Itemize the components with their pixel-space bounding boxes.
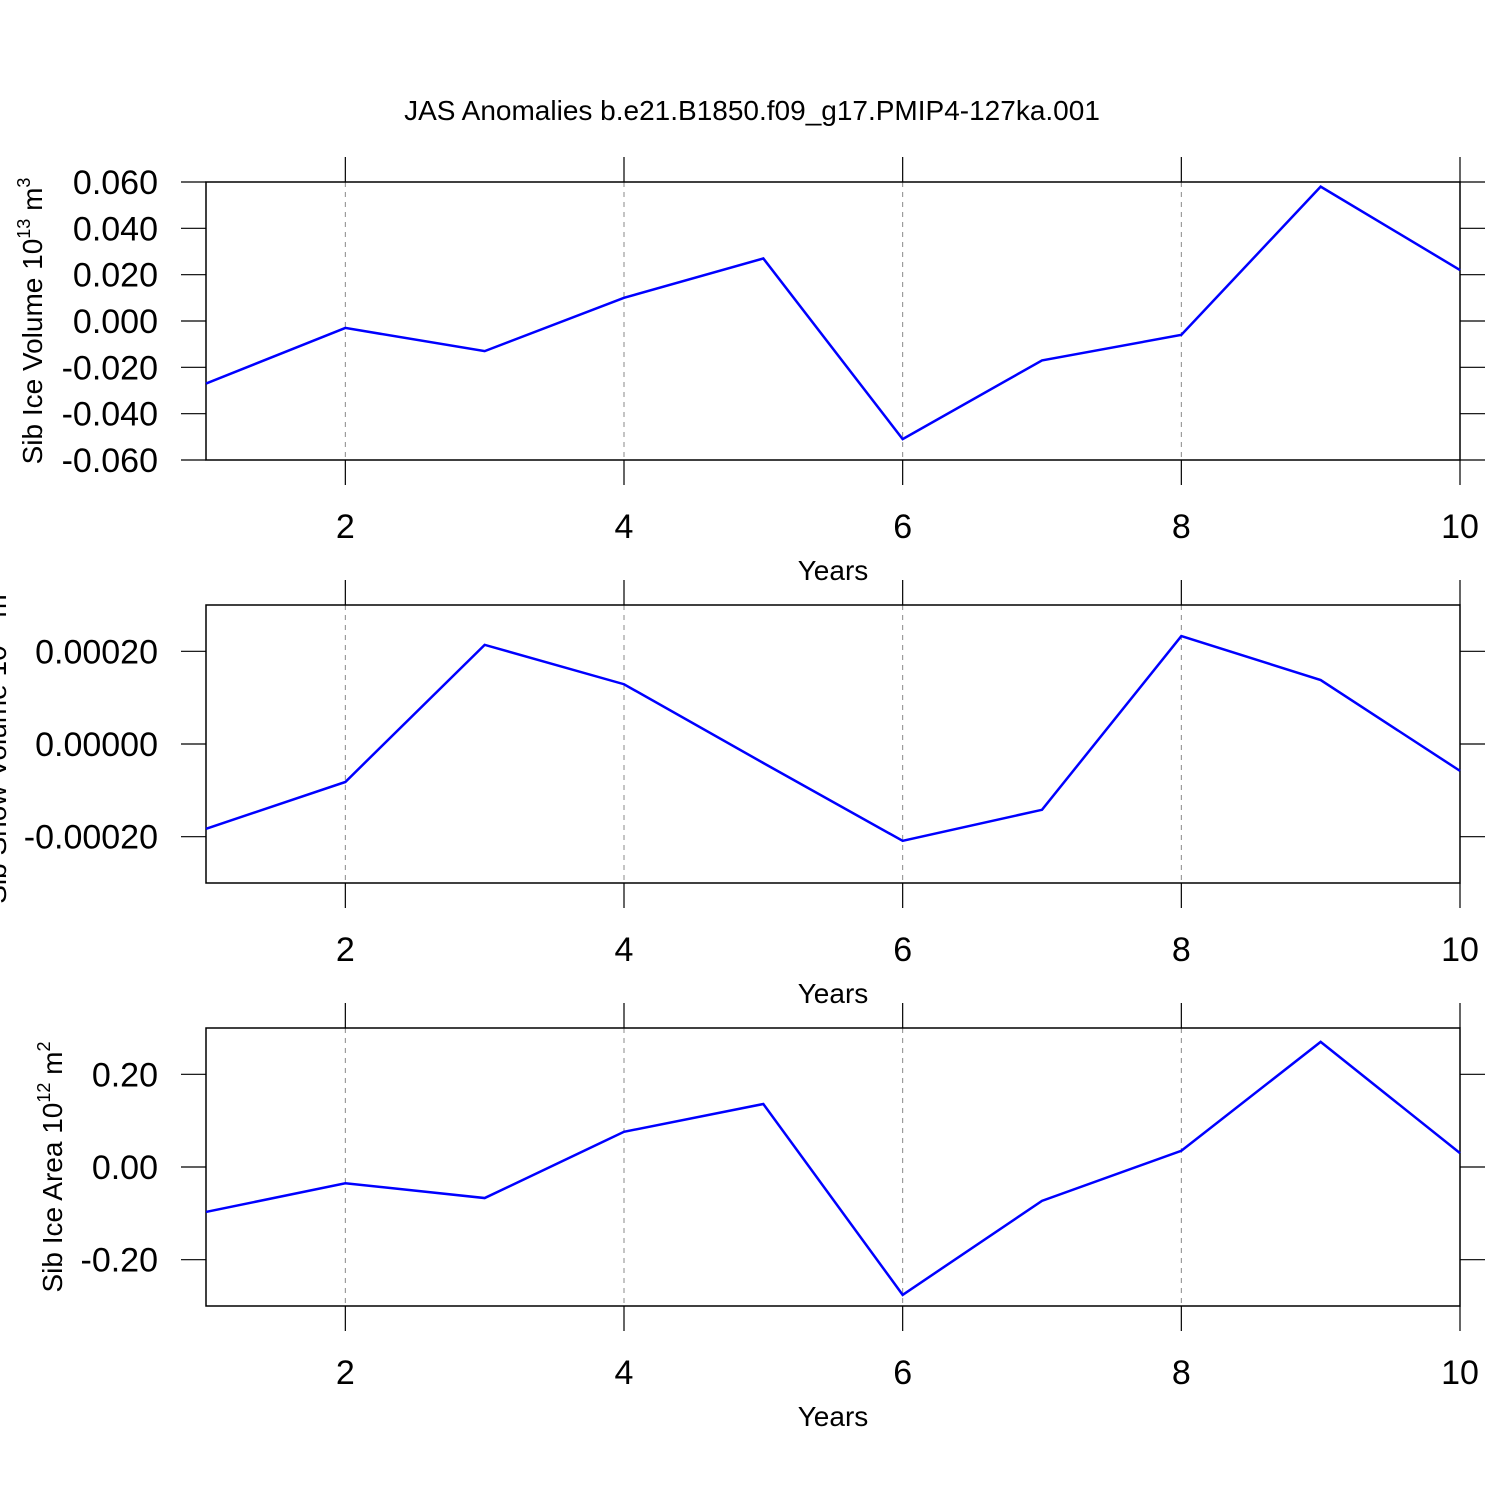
y-axis-label-part: Sib Ice Volume 10 [17,239,48,465]
chart-title: JAS Anomalies b.e21.B1850.f09_g17.PMIP4-… [404,95,1100,126]
x-axis-label: Years [798,978,869,1009]
y-tick-label: -0.020 [62,349,158,387]
y-tick-label: 0.000 [73,303,158,341]
y-axis-label-part: Sib Snow Volume 10 [0,645,12,903]
y-tick-label: 0.00020 [35,633,158,671]
x-tick-label: 4 [615,931,634,969]
x-tick-label: 4 [615,508,634,546]
x-tick-label: 8 [1172,1354,1191,1392]
y-tick-label: -0.040 [62,396,158,434]
x-tick-label: 6 [893,1354,912,1392]
x-tick-label: 6 [893,931,912,969]
y-axis-label-exponent: 2 [34,1041,54,1051]
x-axis-label: Years [798,1401,869,1432]
x-tick-label: 8 [1172,931,1191,969]
y-tick-label: 0.00 [92,1149,158,1187]
data-line [205,1040,1461,1297]
data-line [205,634,1461,843]
y-axis-label-part: m [0,594,12,625]
x-tick-label: 8 [1172,508,1191,546]
y-tick-label: -0.060 [62,442,158,480]
x-tick-label: 2 [336,1354,355,1392]
y-tick-label: 0.20 [92,1056,158,1094]
plot-frame [205,181,1461,461]
x-tick-label: 6 [893,508,912,546]
y-tick-label: 0.060 [73,164,158,202]
x-tick-label: 2 [336,508,355,546]
y-axis-label-exponent: 13 [14,219,34,239]
y-tick-label: 0.00000 [35,726,158,764]
y-axis-label-part: m [37,1051,68,1082]
y-tick-label: -0.20 [81,1242,159,1280]
x-tick-label: 10 [1441,508,1479,546]
y-axis-label: Sib Ice Area 1012 m2 [34,1041,68,1292]
data-line [205,185,1461,441]
plot-frame [205,1027,1461,1307]
y-axis-label-part: m [17,188,48,219]
y-axis-label-exponent: 3 [14,178,34,188]
y-axis-label-exponent: 12 [34,1083,54,1103]
y-axis-label-part: Sib Ice Area 10 [37,1103,68,1293]
y-tick-label: 0.020 [73,257,158,295]
y-axis-label: Sib Snow Volume 1013 m3 [0,584,12,904]
y-tick-label: -0.00020 [24,819,158,857]
y-tick-label: 0.040 [73,210,158,248]
x-tick-label: 2 [336,931,355,969]
x-tick-label: 10 [1441,1354,1479,1392]
y-axis-label: Sib Ice Volume 1013 m3 [14,178,48,465]
x-tick-label: 10 [1441,931,1479,969]
x-tick-label: 4 [615,1354,634,1392]
plot-frame [205,604,1461,884]
x-axis-label: Years [798,555,869,586]
